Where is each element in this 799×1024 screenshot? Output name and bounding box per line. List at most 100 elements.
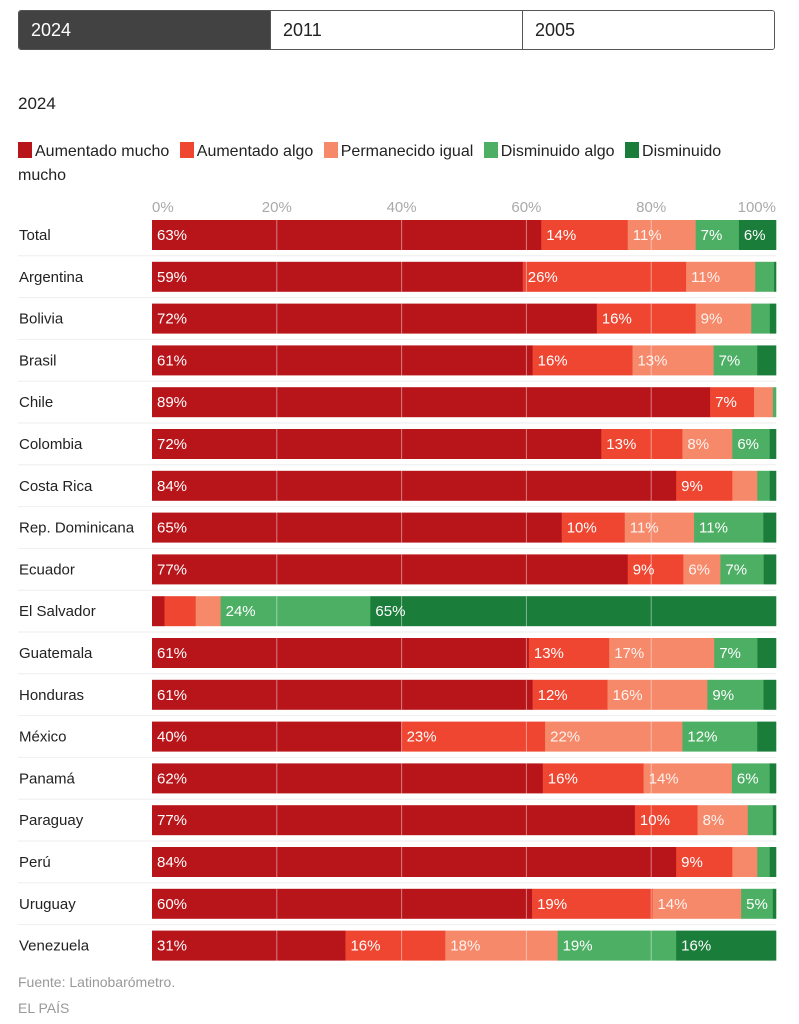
- bar-segment: [769, 470, 777, 501]
- category-label: Guatemala: [19, 645, 93, 662]
- bar-segment: [542, 763, 644, 794]
- bar-segment: [720, 554, 764, 585]
- bar-segment: [732, 429, 771, 459]
- bar-segment: [152, 429, 602, 459]
- data-label: 7%: [719, 645, 741, 662]
- legend-label: Disminuido mucho: [18, 143, 722, 184]
- category-label: Total: [19, 227, 51, 244]
- data-label: 65%: [157, 520, 187, 537]
- legend-item-disminuido-mucho: Disminuido mucho: [18, 142, 722, 184]
- bar-segment: [152, 805, 636, 836]
- legend-swatch: [323, 142, 338, 158]
- data-label: 11%: [633, 227, 662, 244]
- bar-segment: [731, 763, 770, 794]
- bar-segment: [609, 638, 715, 668]
- bar-segment: [528, 638, 610, 668]
- data-label: 16%: [681, 938, 711, 955]
- category-label: Costa Rica: [19, 478, 93, 495]
- data-label: 63%: [157, 227, 187, 244]
- data-label: 9%: [681, 854, 703, 871]
- bar-segment: [714, 638, 758, 668]
- data-label: 14%: [657, 896, 687, 913]
- bar-segment: [370, 596, 777, 627]
- bar-segment: [710, 387, 755, 418]
- legend-label: Disminuido algo: [500, 143, 615, 160]
- legend-label: Aumentado mucho: [35, 143, 170, 160]
- bar-segment: [152, 888, 533, 919]
- bar-segment: [152, 387, 711, 418]
- legend: Aumentado mucho Aumentado algo Permaneci…: [18, 140, 758, 188]
- bar-segment: [676, 930, 777, 961]
- data-label: 13%: [637, 352, 667, 369]
- data-label: 11%: [699, 520, 728, 537]
- data-label: 6%: [688, 561, 710, 578]
- data-label: 84%: [157, 478, 187, 495]
- bar-segment: [152, 638, 530, 668]
- bar-segment: [532, 679, 608, 710]
- data-label: 72%: [157, 311, 187, 328]
- bar-segment: [741, 888, 774, 919]
- bar-segment: [195, 596, 221, 627]
- bar-segment: [632, 345, 714, 376]
- data-label: 24%: [226, 603, 256, 620]
- bar-segment: [643, 763, 733, 794]
- bar-segment: [757, 721, 777, 752]
- data-label: 9%: [712, 687, 734, 704]
- category-label: México: [19, 729, 67, 746]
- data-label: 77%: [157, 561, 187, 578]
- bar-segment: [401, 721, 546, 752]
- data-label: 60%: [157, 896, 187, 913]
- tab-2011[interactable]: 2011: [270, 11, 522, 49]
- bar-segment: [769, 763, 777, 794]
- bar-segment: [694, 512, 764, 543]
- bar-segment: [769, 429, 777, 459]
- bar-segment: [763, 554, 777, 585]
- data-label: 61%: [157, 352, 187, 369]
- bar-segment: [732, 847, 758, 877]
- bar-segment: [695, 303, 752, 334]
- category-label: Perú: [19, 854, 51, 871]
- category-label: Bolivia: [19, 311, 64, 328]
- data-label: 22%: [550, 729, 580, 746]
- data-label: 8%: [703, 812, 725, 829]
- brand-label: EL PAÍS: [18, 1000, 70, 1016]
- bar-segment: [754, 387, 774, 418]
- data-label: 62%: [157, 770, 187, 787]
- category-label: Argentina: [19, 269, 84, 286]
- data-label: 13%: [534, 645, 564, 662]
- data-label: 19%: [563, 938, 593, 955]
- bar-segment: [686, 261, 756, 292]
- bar-segment: [345, 930, 446, 961]
- legend-item-aumentado-algo: Aumentado algo: [179, 142, 314, 160]
- bar-segment: [757, 638, 777, 668]
- category-label: Venezuela: [19, 938, 90, 955]
- bar-segment: [152, 847, 677, 877]
- category-label: Uruguay: [19, 896, 76, 913]
- data-label: 40%: [157, 729, 187, 746]
- bar-segment: [769, 847, 777, 877]
- data-label: 13%: [606, 436, 636, 453]
- data-label: 18%: [450, 938, 480, 955]
- data-label: 77%: [157, 812, 187, 829]
- category-label: Chile: [19, 394, 53, 411]
- data-label: 9%: [633, 561, 655, 578]
- legend-item-disminuido-algo: Disminuido algo: [483, 142, 615, 160]
- data-label: 89%: [157, 394, 187, 411]
- tab-2024[interactable]: 2024: [19, 11, 270, 49]
- legend-label: Aumentado algo: [196, 143, 314, 160]
- bar-segment: [627, 554, 684, 585]
- bar-segment: [601, 429, 683, 459]
- x-tick-label: 40%: [387, 199, 417, 216]
- data-label: 16%: [613, 687, 643, 704]
- bar-segment: [682, 721, 758, 752]
- legend-item-permanecido-igual: Permanecido igual: [323, 142, 474, 160]
- tab-2005[interactable]: 2005: [522, 11, 774, 49]
- bar-segment: [683, 554, 721, 585]
- legend-label: Permanecido igual: [340, 143, 474, 160]
- data-label: 7%: [715, 394, 737, 411]
- bar-segment: [747, 805, 774, 836]
- data-label: 31%: [157, 938, 187, 955]
- data-label: 6%: [737, 436, 759, 453]
- bar-segment: [774, 261, 777, 292]
- x-tick-label: 0%: [152, 199, 174, 216]
